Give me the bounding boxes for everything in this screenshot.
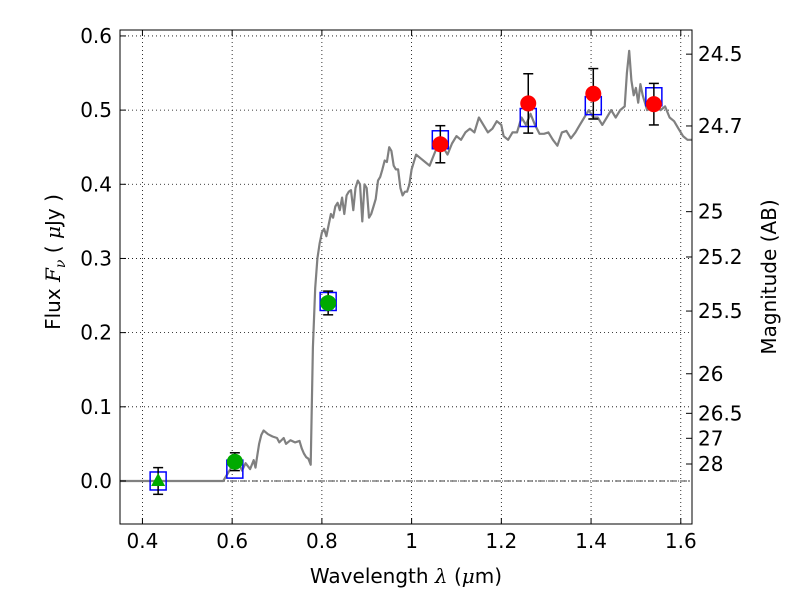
- model-spectrum-line: [120, 49, 692, 483]
- plot-area: [120, 49, 692, 496]
- x-tick-label: 0.6: [216, 529, 248, 553]
- nir-observation-point: [432, 136, 449, 153]
- magnitude-tick-label: 25: [698, 200, 723, 224]
- magnitude-tick-label: 24.5: [698, 42, 743, 66]
- y-tick-label: 0.3: [80, 246, 112, 270]
- magnitude-tick-label: 24.7: [698, 114, 743, 138]
- plot-frame: [119, 29, 693, 525]
- magnitude-tick-label: 27: [698, 426, 723, 450]
- y-axis-label: Flux Fν ( μJy ): [41, 194, 69, 330]
- y-tick-label: 0.1: [80, 395, 112, 419]
- x-tick-label: 1.6: [665, 529, 697, 553]
- magnitude-tick-label: 25.2: [698, 245, 743, 269]
- magnitude-tick-label: 28: [698, 452, 723, 476]
- nir-observation-point: [645, 96, 662, 113]
- magnitude-tick-label: 26: [698, 362, 723, 386]
- axis-ticks: 0.4 0.6 0.8 1 1.2 1.4 1.6 0.0 0.1 0.2 0.3 0.4 0.5 0.6…: [80, 24, 742, 553]
- optical-observation-triangle: [151, 472, 166, 486]
- nir-observation-point: [520, 95, 537, 112]
- x-tick-label: 1.2: [485, 529, 517, 553]
- x-tick-label: 0.4: [127, 529, 159, 553]
- magnitude-tick-label: 25.5: [698, 299, 743, 323]
- y-tick-label: 0.5: [80, 98, 112, 122]
- x-tick-label: 1.4: [575, 529, 607, 553]
- x-tick-label: 1: [405, 529, 418, 553]
- nir-observation-point: [585, 85, 602, 102]
- y-tick-label: 0.0: [80, 469, 112, 493]
- y-tick-label: 0.2: [80, 321, 112, 345]
- y-tick-label: 0.6: [80, 24, 112, 48]
- grid-lines: [120, 30, 692, 524]
- x-tick-label: 0.8: [306, 529, 338, 553]
- y2-axis-label: Magnitude (AB): [757, 199, 781, 354]
- y-tick-label: 0.4: [80, 172, 112, 196]
- optical-observation-point: [320, 294, 337, 311]
- x-axis-label: Wavelength λ (μm): [310, 564, 502, 588]
- optical-observation-point: [226, 453, 243, 470]
- magnitude-tick-label: 26.5: [698, 401, 743, 425]
